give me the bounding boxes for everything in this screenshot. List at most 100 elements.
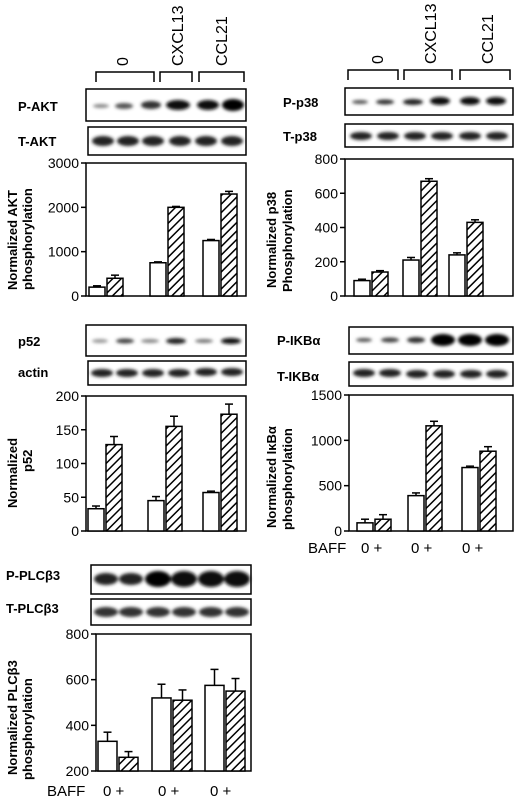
ylabel-p52-line2: p52	[20, 450, 35, 472]
blot-t-akt: T-AKT	[18, 126, 247, 156]
ylabel-p38-line2: Phosphorylation	[280, 189, 295, 292]
p38-bar-s1-c1	[420, 180, 438, 297]
p52-bar-s0-c2	[202, 491, 220, 532]
blot-bands-p-p38	[352, 97, 506, 105]
p38-ytick-label-1: 200	[315, 254, 339, 270]
p38-ytick-label-3: 600	[315, 185, 339, 201]
plc-bar-s0-c1	[151, 697, 172, 772]
akt-bar-s0-c2	[202, 239, 220, 297]
blot-p-plcb3: P-PLCβ3	[6, 564, 252, 595]
blot-label-p52: p52	[18, 334, 40, 349]
ylabel-ikba-line1: Normalized IκBα	[264, 426, 279, 528]
ikba-ytick-label-0: 0	[334, 523, 342, 539]
treatment-axis-bottom: BAFF 0 + 0 + 0 +	[47, 783, 232, 800]
plc-ytick-label-0: 200	[66, 763, 90, 779]
blot-t-p38: T-p38	[283, 123, 514, 148]
ikba-bar-s1-c1	[425, 425, 443, 532]
blot-label-t-ikba: T-IKBα	[277, 369, 319, 384]
condition-label-cxcl13-left: CXCL13	[170, 5, 187, 66]
blot-bands-t-akt	[92, 136, 243, 146]
p38-bar-s0-c2	[448, 254, 466, 297]
p52-bar-s1-c0	[105, 443, 123, 532]
p52-bar-s1-c2	[220, 413, 238, 532]
p38-bar-s0-c0	[353, 279, 371, 297]
plc-bar-s0-c0	[97, 740, 118, 772]
p52-ytick-label-4: 200	[56, 388, 80, 404]
blot-actin: actin	[18, 360, 247, 386]
p38-bar-s1-c2	[466, 221, 484, 297]
blot-label-t-akt: T-AKT	[18, 134, 56, 149]
p52-ytick-label-1: 50	[63, 489, 79, 505]
treatment-tick-right-0: 0 +	[361, 540, 383, 557]
ylabel-p38-line1: Normalized p38	[264, 192, 279, 288]
blot-bands-actin	[91, 368, 243, 377]
akt-bar-s1-c1	[167, 206, 185, 297]
ylabel-akt-line1: Normalized AKT	[5, 190, 20, 290]
p52-ytick-label-0: 0	[71, 523, 79, 539]
blot-p-ikba: P-IKBα	[277, 326, 514, 355]
ikba-bar-s0-c1	[407, 494, 425, 532]
blot-bands-p52	[92, 338, 241, 344]
blot-label-p-plcb3: P-PLCβ3	[6, 568, 60, 583]
ikba-ytick-label-2: 1000	[311, 432, 342, 448]
ikba-bar-s0-c0	[356, 522, 374, 532]
p52-ytick-label-2: 100	[56, 456, 80, 472]
blot-p-akt: P-AKT	[18, 88, 247, 122]
treatment-tick-right-2: 0 +	[462, 540, 484, 557]
akt-bar-s0-c0	[88, 286, 106, 297]
blot-label-p-akt: P-AKT	[18, 99, 58, 114]
blot-label-p-p38: P-p38	[283, 95, 318, 110]
blot-bands-p-akt	[93, 99, 244, 111]
plc-ytick-label-1: 400	[66, 717, 90, 733]
blot-bands-p-plcb3	[94, 571, 250, 587]
p52-bar-s0-c1	[147, 499, 165, 532]
plc-bar-s1-c2	[225, 690, 246, 772]
ikba-ytick-label-3: 1500	[311, 387, 342, 403]
chart-plcb3: Normalized PLCβ3 phosphorylation 200 400 6…	[5, 626, 252, 780]
blot-p52: p52	[18, 324, 247, 357]
ikba-bar-s0-c2	[461, 466, 479, 532]
p38-bar-s0-c1	[402, 259, 420, 297]
ylabel-akt-line2: phosphorylation	[20, 188, 35, 290]
condition-label-0-left: 0	[115, 57, 132, 66]
condition-label-0-right: 0	[370, 55, 387, 64]
ylabel-p52-line1: Normalized	[5, 438, 20, 508]
akt-ytick-label-0: 0	[71, 288, 79, 304]
ikba-ytick-label-1: 500	[319, 478, 343, 494]
chart-akt: Normalized AKT phosphorylation 0 1000 2000…	[5, 155, 247, 304]
p38-ytick-label-4: 800	[315, 151, 339, 167]
plc-bar-s1-c1	[172, 699, 193, 772]
ylabel-plcb3-line1: Normalized PLCβ3	[5, 660, 20, 775]
plc-bar-s0-c2	[204, 684, 225, 772]
p38-bar-s1-c0	[371, 271, 389, 297]
chart-ikba: Normalized IκBα phosphorylation 0 500 1000…	[264, 387, 514, 539]
p52-bar-s0-c0	[87, 507, 105, 532]
blot-bands-t-p38	[350, 132, 508, 140]
condition-label-ccl21-right: CCL21	[480, 14, 497, 64]
blot-label-actin: actin	[18, 365, 48, 380]
akt-ytick-label-2: 2000	[48, 199, 79, 215]
blot-p-p38: P-p38	[283, 87, 514, 116]
blot-bands-t-ikba	[353, 369, 508, 378]
akt-ytick-label-3: 3000	[48, 155, 79, 171]
akt-bar-s1-c2	[220, 193, 238, 297]
blot-label-p-ikba: P-IKBα	[277, 333, 320, 348]
chart-p52: Normalized p52 0 50 100 150 200	[5, 388, 247, 539]
p38-ytick-label-0: 0	[330, 288, 338, 304]
plc-bar-s1-c0	[118, 756, 139, 772]
condition-label-ccl21-left: CCL21	[214, 16, 231, 66]
ylabel-ikba-line2: phosphorylation	[280, 428, 295, 530]
treatment-label-right: BAFF	[308, 540, 346, 557]
p38-ytick-label-2: 400	[315, 220, 339, 236]
akt-bar-s0-c1	[149, 262, 167, 297]
treatment-tick-bottom-1: 0 +	[158, 783, 180, 800]
condition-label-cxcl13-right: CXCL13	[423, 3, 440, 64]
p52-ytick-label-3: 150	[56, 422, 80, 438]
treatment-tick-bottom-0: 0 +	[103, 783, 125, 800]
blot-label-t-p38: T-p38	[283, 129, 317, 144]
blot-label-t-plcb3: T-PLCβ3	[6, 601, 59, 616]
ylabel-plcb3-line2: phosphorylation	[20, 678, 35, 780]
treatment-label-bottom: BAFF	[47, 783, 85, 800]
blot-t-ikba: T-IKBα	[277, 361, 514, 387]
